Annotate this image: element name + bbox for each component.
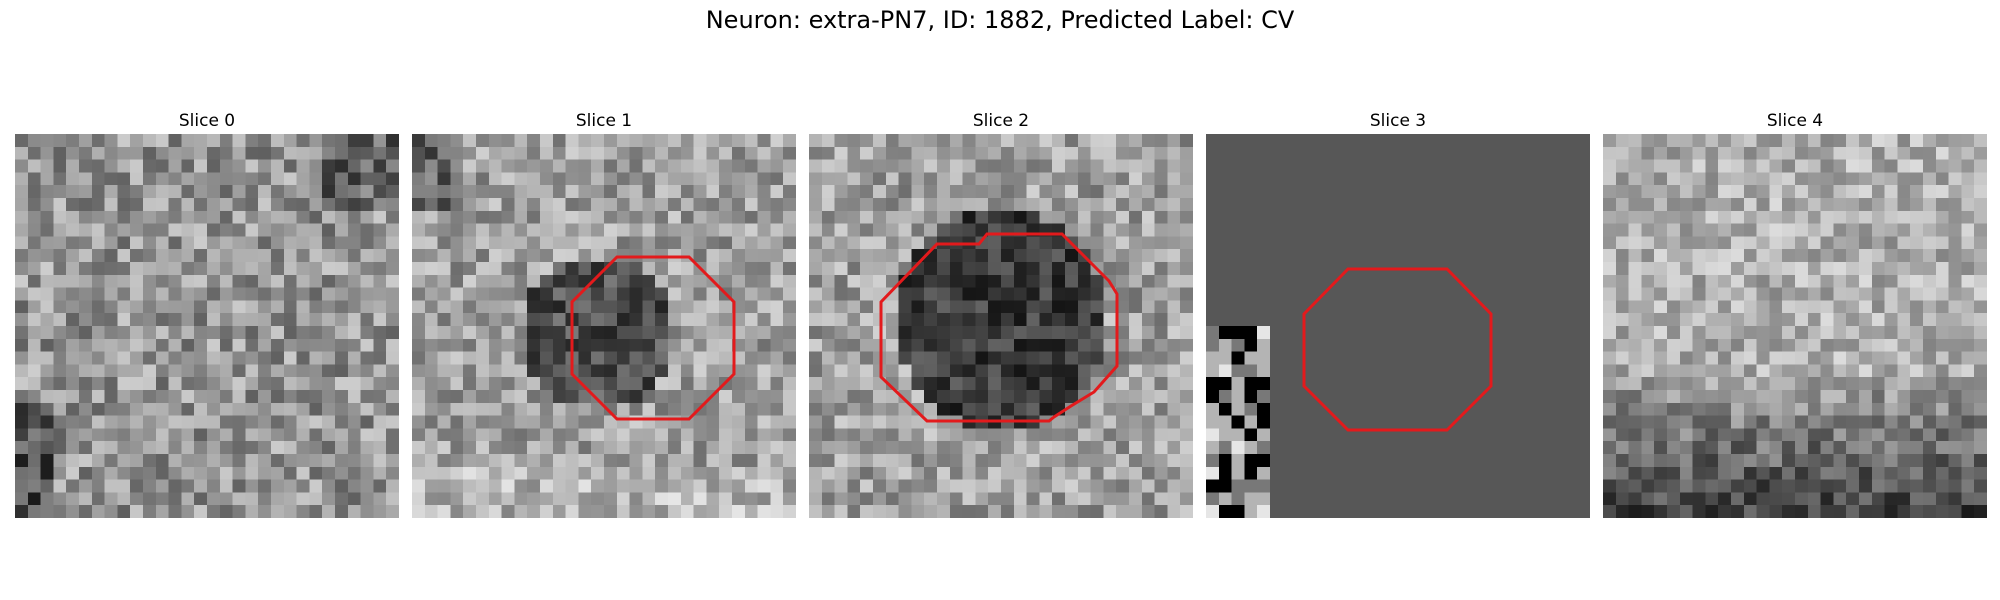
roi-overlay [412, 134, 796, 518]
slice-image [15, 134, 399, 518]
figure-title: Neuron: extra-PN7, ID: 1882, Predicted L… [0, 6, 2000, 34]
roi-overlay [809, 134, 1193, 518]
roi-octagon [1304, 269, 1491, 430]
slice-panel-0: Slice 0 [15, 108, 399, 134]
slice-title: Slice 1 [412, 108, 796, 134]
slice-image [1603, 134, 1987, 518]
roi-octagon [572, 257, 734, 419]
slice-panel-4: Slice 4 [1603, 108, 1987, 134]
slice-title: Slice 3 [1206, 108, 1590, 134]
slice-panel-3: Slice 3 [1206, 108, 1590, 134]
roi-overlay [1206, 134, 1590, 518]
slice-title: Slice 0 [15, 108, 399, 134]
slice-title: Slice 4 [1603, 108, 1987, 134]
slice-title: Slice 2 [809, 108, 1193, 134]
slice-panel-2: Slice 2 [809, 108, 1193, 134]
slice-panel-1: Slice 1 [412, 108, 796, 134]
roi-octagon [881, 234, 1117, 421]
